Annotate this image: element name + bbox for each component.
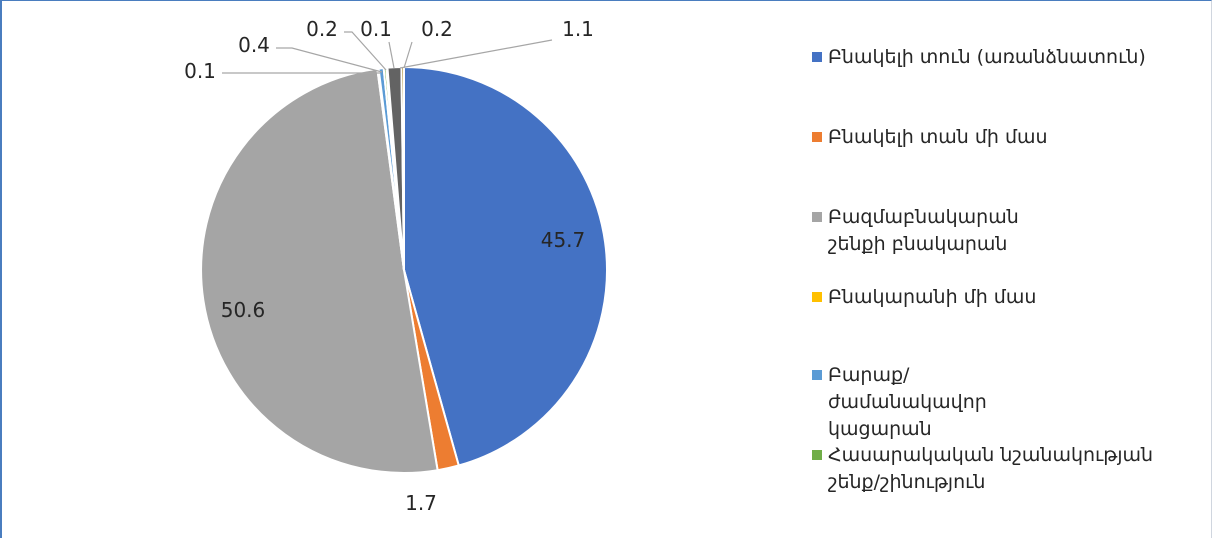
data-label: 45.7 — [541, 228, 586, 252]
legend-swatch — [812, 292, 822, 302]
legend-item: Բազմաբնակարան շենքի բնակարան — [812, 204, 1062, 258]
legend-item: Հասարակական նշանակության շենք/շինություն — [812, 442, 1182, 496]
leader-line — [403, 41, 413, 69]
data-label: 0.1 — [360, 17, 392, 41]
legend-label: Հասարակական նշանակության շենք/շինություն — [828, 444, 1154, 493]
pie-slice — [403, 66, 608, 467]
legend-label: Բնակելի տուն (առանձնատուն) — [828, 46, 1146, 68]
legend-label: Բարաք/ժամանակավոր կացարան — [828, 364, 987, 440]
data-label: 0.2 — [306, 17, 338, 41]
leader-line — [399, 39, 553, 69]
data-label: 0.1 — [184, 59, 216, 83]
legend-label: Բազմաբնակարան շենքի բնակարան — [828, 206, 1019, 255]
pie-slice — [200, 67, 439, 474]
legend-item: Բնակելի տան մի մաս — [812, 124, 1048, 151]
data-label: 1.7 — [405, 491, 437, 515]
data-labels: 45.7 1.7 50.6 0.1 0.4 0.2 0.1 1.1 0.2 — [184, 17, 594, 515]
pie-slices — [200, 66, 608, 474]
legend-swatch — [812, 370, 822, 380]
legend-swatch — [812, 132, 822, 142]
legend-item: Բնակարանի մի մաս — [812, 284, 1036, 311]
legend-swatch — [812, 52, 822, 62]
leader-lines — [222, 31, 553, 74]
data-label: 1.1 — [562, 17, 594, 41]
data-label: 0.4 — [238, 33, 270, 57]
leader-line — [344, 31, 387, 71]
legend-swatch — [812, 212, 822, 222]
legend-item: Բնակելի տուն (առանձնատուն) — [812, 44, 1146, 71]
legend-label: Բնակելի տան մի մաս — [828, 126, 1048, 148]
leader-line — [276, 47, 383, 73]
leader-line — [388, 41, 395, 69]
legend-label: Բնակարանի մի մաս — [828, 286, 1037, 308]
legend-swatch — [812, 450, 822, 460]
data-label: 0.2 — [421, 17, 453, 41]
data-label: 50.6 — [221, 298, 266, 322]
legend-item: Բարաք/ժամանակավոր կացարան — [812, 362, 1052, 443]
